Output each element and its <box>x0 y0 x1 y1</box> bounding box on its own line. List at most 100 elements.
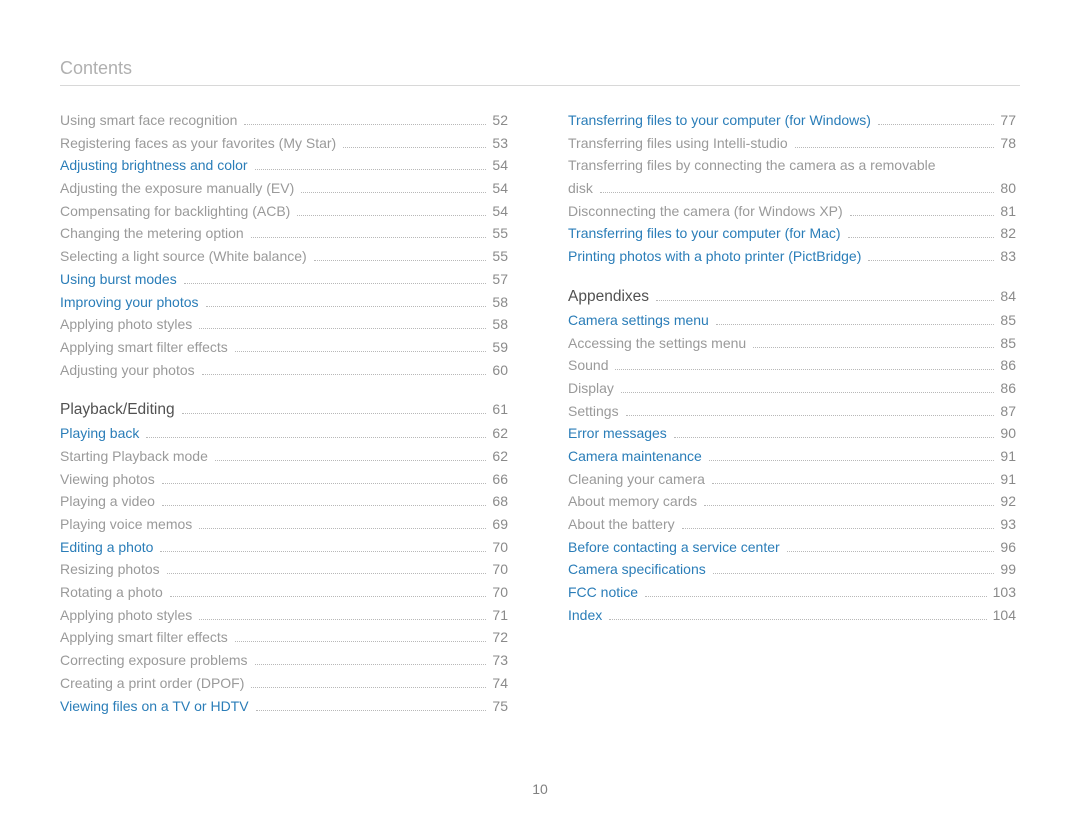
toc-leader-dots <box>255 664 487 665</box>
toc-leader-dots <box>297 215 486 216</box>
toc-entry-page: 55 <box>492 223 512 245</box>
toc-left-column: Using smart face recognition52Registerin… <box>60 110 512 718</box>
toc-entry-page: 91 <box>1000 469 1020 491</box>
toc-leader-dots <box>170 596 487 597</box>
toc-entry-text[interactable]: Adjusting brightness and color <box>60 155 248 177</box>
toc-leader-dots <box>301 192 486 193</box>
toc-entry-page: 59 <box>492 337 512 359</box>
toc-line: Adjusting your photos 60 <box>60 360 512 382</box>
toc-leader-dots <box>167 573 487 574</box>
toc-leader-dots <box>621 392 995 393</box>
toc-leader-dots <box>162 505 486 506</box>
toc-entry-text[interactable]: Before contacting a service center <box>568 537 780 559</box>
toc-entry-text[interactable]: Error messages <box>568 423 667 445</box>
toc-entry-text[interactable]: Viewing files on a TV or HDTV <box>60 696 249 718</box>
toc-entry-page: 61 <box>492 399 512 421</box>
toc-line: Compensating for backlighting (ACB)54 <box>60 201 512 223</box>
toc-leader-dots <box>753 347 994 348</box>
toc-entry-text[interactable]: Camera maintenance <box>568 446 702 468</box>
toc-line: Printing photos with a photo printer (Pi… <box>568 246 1020 268</box>
toc-line: Transferring files to your computer (for… <box>568 110 1020 132</box>
toc-leader-dots <box>713 573 995 574</box>
toc-leader-dots <box>202 374 487 375</box>
toc-entry-page: 85 <box>1000 310 1020 332</box>
toc-entry-text: Applying smart filter effects <box>60 627 228 649</box>
toc-entry-text: Adjusting your photos <box>60 360 195 382</box>
toc-entry-text[interactable]: Index <box>568 605 602 627</box>
toc-entry-text: About the battery <box>568 514 675 536</box>
toc-entry-page: 77 <box>1000 110 1020 132</box>
toc-line: Transferring files using Intelli-studio 7… <box>568 133 1020 155</box>
toc-leader-dots <box>182 413 487 414</box>
toc-line: Settings87 <box>568 401 1020 423</box>
toc-leader-dots <box>674 437 995 438</box>
toc-entry-text: Correcting exposure problems <box>60 650 248 672</box>
toc-entry-text[interactable]: Camera settings menu <box>568 310 709 332</box>
toc-entry-text: Transferring files using Intelli-studio <box>568 133 788 155</box>
toc-entry-text: Settings <box>568 401 619 423</box>
toc-line: Using smart face recognition52 <box>60 110 512 132</box>
toc-entry-page: 54 <box>492 155 512 177</box>
toc-line: Registering faces as your favorites (My … <box>60 133 512 155</box>
toc-line: Adjusting brightness and color 54 <box>60 155 512 177</box>
toc-entry-text: Accessing the settings menu <box>568 333 746 355</box>
toc-leader-dots <box>160 551 486 552</box>
toc-leader-dots <box>704 505 994 506</box>
toc-line: Playing back62 <box>60 423 512 445</box>
toc-entry-text: Applying photo styles <box>60 605 192 627</box>
toc-entry-text: Resizing photos <box>60 559 160 581</box>
toc-entry-page: 53 <box>492 133 512 155</box>
toc-entry-page: 96 <box>1000 537 1020 559</box>
toc-line: Changing the metering option 55 <box>60 223 512 245</box>
toc-leader-dots <box>199 528 486 529</box>
toc-entry-text[interactable]: Playing back <box>60 423 139 445</box>
toc-leader-dots <box>626 415 995 416</box>
toc-entry-page: 58 <box>492 292 512 314</box>
toc-entry-text: Changing the metering option <box>60 223 244 245</box>
toc-entry-page: 73 <box>492 650 512 672</box>
toc-line: Index 104 <box>568 605 1020 627</box>
toc-entry-page: 78 <box>1000 133 1020 155</box>
toc-entry-text[interactable]: Playback/Editing <box>60 398 175 422</box>
toc-entry-text[interactable]: Printing photos with a photo printer (Pi… <box>568 246 861 268</box>
toc-entry-page: 90 <box>1000 423 1020 445</box>
toc-entry-page: 86 <box>1000 355 1020 377</box>
toc-line: Transferring files by connecting the cam… <box>568 155 1020 177</box>
toc-entry-page: 103 <box>993 582 1020 604</box>
toc-line: Cleaning your camera91 <box>568 469 1020 491</box>
toc-line: Error messages 90 <box>568 423 1020 445</box>
toc-leader-dots <box>256 710 487 711</box>
toc-entry-text: Applying photo styles <box>60 314 192 336</box>
toc-line: Using burst modes57 <box>60 269 512 291</box>
toc-entry-page: 71 <box>492 605 512 627</box>
toc-entry-text[interactable]: Using burst modes <box>60 269 177 291</box>
toc-entry-text[interactable]: Editing a photo <box>60 537 153 559</box>
toc-entry-text[interactable]: Camera specifications <box>568 559 706 581</box>
toc-entry-page: 104 <box>993 605 1020 627</box>
toc-line: Playing voice memos69 <box>60 514 512 536</box>
toc-line: Transferring files to your computer (for… <box>568 223 1020 245</box>
toc-entry-text[interactable]: Appendixes <box>568 285 649 309</box>
toc-entry-text: Starting Playback mode <box>60 446 208 468</box>
toc-entry-text[interactable]: FCC notice <box>568 582 638 604</box>
toc-entry-text[interactable]: Transferring files to your computer (for… <box>568 110 871 132</box>
toc-line: Accessing the settings menu85 <box>568 333 1020 355</box>
toc-entry-text[interactable]: Transferring files to your computer (for… <box>568 223 841 245</box>
toc-entry-page: 68 <box>492 491 512 513</box>
toc-entry-text: Playing voice memos <box>60 514 192 536</box>
toc-entry-text: About memory cards <box>568 491 697 513</box>
toc-leader-dots <box>600 192 995 193</box>
toc-entry-page: 80 <box>1000 178 1020 200</box>
toc-entry-text[interactable]: Improving your photos <box>60 292 199 314</box>
toc-leader-dots <box>848 237 995 238</box>
toc-entry-text: Transferring files by connecting the cam… <box>568 155 936 177</box>
toc-leader-dots <box>868 260 994 261</box>
toc-leader-dots <box>615 369 994 370</box>
toc-entry-text: disk <box>568 178 593 200</box>
toc-entry-page: 60 <box>492 360 512 382</box>
toc-entry-page: 54 <box>492 201 512 223</box>
toc-leader-dots <box>343 147 486 148</box>
toc-leader-dots <box>609 619 986 620</box>
page-header: Contents <box>60 58 1020 79</box>
toc-leader-dots <box>162 483 487 484</box>
